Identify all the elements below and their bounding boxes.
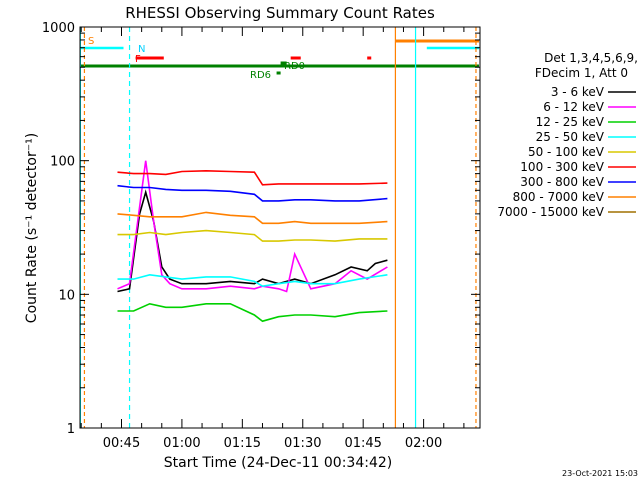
y-tick-label: 1 — [67, 422, 75, 437]
series-12-25-kev — [117, 302, 388, 323]
flag-label: RD6 — [250, 70, 271, 81]
x-tick-label: 00:45 — [103, 436, 140, 451]
series-100-300-kev — [117, 169, 388, 186]
series-300-800-kev — [117, 184, 388, 202]
footer-date: 23-Oct-2021 15:03 — [562, 469, 638, 478]
flag-labels: S NF RD0 RD6 — [88, 36, 305, 81]
series-25-50-kev — [117, 273, 388, 288]
legend-entry-label: 7000 - 15000 keV — [497, 205, 604, 219]
x-tick-label: 02:00 — [405, 436, 442, 451]
chart-title: RHESSI Observing Summary Count Rates — [125, 4, 435, 22]
flag-label: S — [88, 36, 94, 47]
legend-entry-label: 800 - 7000 keV — [513, 190, 605, 204]
x-axis: 00:45 01:00 01:15 01:30 01:45 02:00 — [80, 27, 465, 451]
y-tick-label: 10 — [58, 288, 75, 303]
legend-entry-label: 6 - 12 keV — [543, 100, 605, 114]
series-6-12-kev — [117, 160, 388, 293]
x-tick-label: 01:00 — [163, 436, 200, 451]
legend-entry-label: 25 - 50 keV — [536, 130, 605, 144]
series-3-6-kev — [117, 189, 388, 293]
x-tick-label: 01:30 — [284, 436, 321, 451]
legend-entry-label: 100 - 300 keV — [520, 160, 604, 174]
plot-frame — [79, 26, 481, 429]
flag-label: F — [135, 54, 141, 65]
series-layer — [117, 160, 388, 323]
flag-label: N — [138, 44, 145, 55]
legend-entry-label: 50 - 100 keV — [528, 145, 605, 159]
flag-label: RD0 — [284, 61, 305, 72]
legend-entry-label: 12 - 25 keV — [536, 115, 605, 129]
series-800-7000-kev — [117, 211, 388, 225]
y-tick-label: 100 — [50, 155, 75, 170]
series-50-100-kev — [117, 229, 388, 242]
legend-entry-label: 3 - 6 keV — [551, 85, 605, 99]
legend-header-line-2: FDecim 1, Att 0 — [535, 66, 628, 80]
x-tick-label: 01:15 — [224, 436, 261, 451]
legend: Det 1,3,4,5,6,9, FDecim 1, Att 0 3 - 6 k… — [497, 51, 638, 219]
legend-entry-label: 300 - 800 keV — [520, 175, 604, 189]
x-axis-label: Start Time (24-Dec-11 00:34:42) — [164, 455, 392, 471]
y-axis: 1 10 100 1000 — [42, 21, 480, 437]
y-tick-label: 1000 — [42, 21, 75, 36]
x-tick-label: 01:45 — [344, 436, 381, 451]
y-axis-label: Count Rate (s⁻¹ detector⁻¹) — [24, 133, 40, 323]
legend-header-line-1: Det 1,3,4,5,6,9, — [544, 51, 638, 65]
